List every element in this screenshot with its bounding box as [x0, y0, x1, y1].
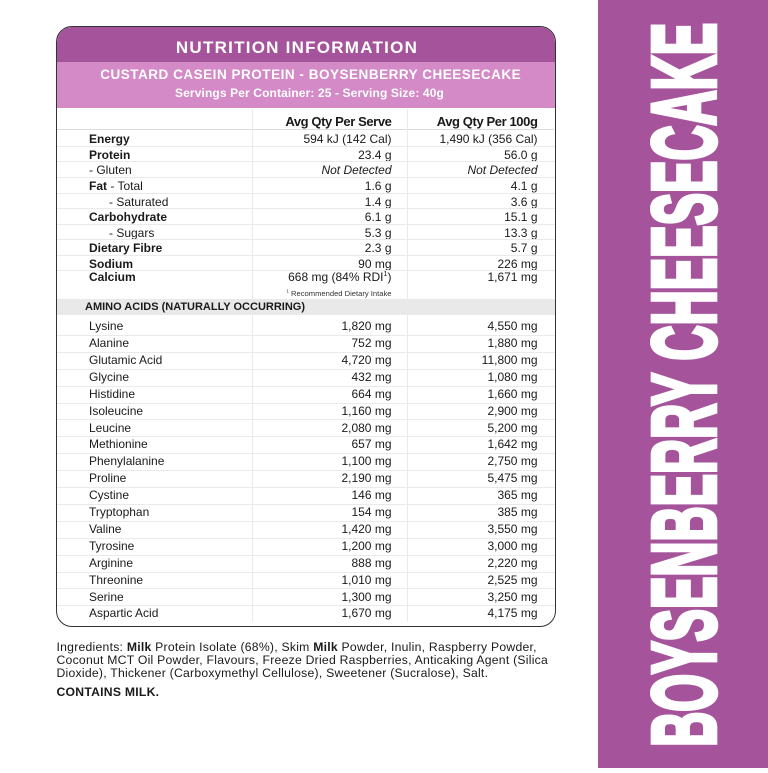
svg-text:BOYSENBERRY CHEESECAKE: BOYSENBERRY CHEESECAKE: [635, 23, 735, 747]
